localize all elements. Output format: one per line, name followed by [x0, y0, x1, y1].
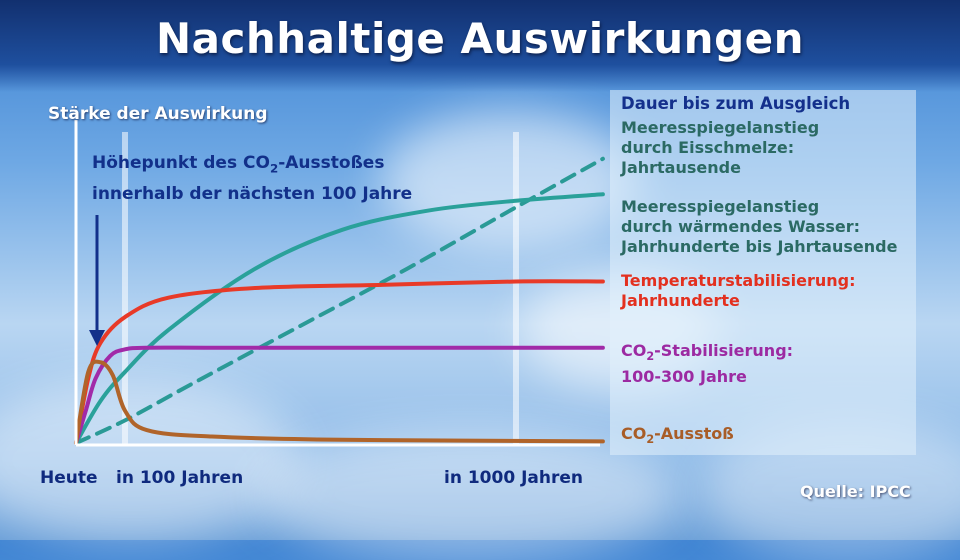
legend-item-4: CO2-Ausstoß: [621, 424, 734, 447]
legend-item-1: Meeresspiegelanstieg durch wärmendes Wass…: [621, 197, 898, 256]
title-band: [0, 0, 960, 92]
peak-arrow-icon: [89, 215, 105, 346]
legend-title: Dauer bis zum Ausgleich: [621, 94, 851, 113]
page-title: Nachhaltige Auswirkungen: [155, 14, 805, 63]
y-axis-label: Stärke der Auswirkung: [48, 104, 268, 124]
series-line-3: [74, 345, 605, 445]
legend-item-2: Temperaturstabilisierung: Jahrhunderte: [621, 271, 856, 310]
x-tick-heute: Heute: [40, 468, 98, 488]
series-line-1: [74, 192, 605, 445]
legend-item-3: CO2-Stabilisierung: 100-300 Jahre: [621, 341, 794, 387]
legend-panel: [610, 90, 916, 455]
legend-item-0: Meeresspiegelanstieg durch Eisschmelze: Ja…: [621, 118, 820, 177]
source-label: Quelle: IPCC: [800, 482, 911, 501]
series-line-0: [74, 156, 605, 445]
chart-plot: [74, 156, 605, 445]
peak-annotation: Höhepunkt des CO2-Ausstoßes innerhalb der…: [92, 153, 413, 205]
series-line-4: [74, 359, 605, 445]
x-tick-1000: in 1000 Jahren: [444, 468, 583, 488]
x-tick-100: in 100 Jahren: [116, 468, 244, 488]
